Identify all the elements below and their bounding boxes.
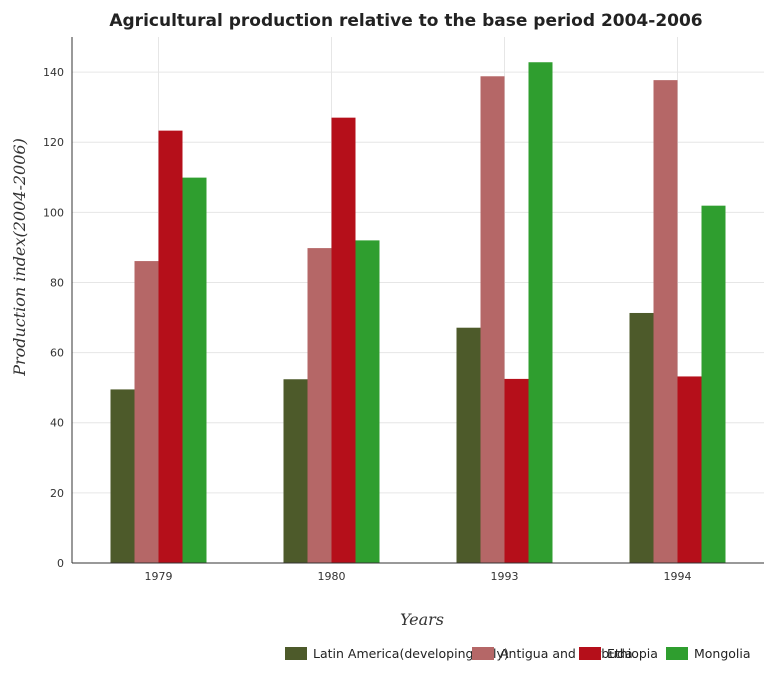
bar	[182, 177, 207, 563]
axes: 0 20 40 60 80 100 120 140 1979 1980 1993 1994	[43, 37, 764, 583]
bars	[110, 62, 726, 564]
x-tick-label: 1994	[664, 570, 692, 583]
bar	[653, 80, 678, 563]
y-tick-label: 100	[43, 206, 64, 219]
x-axis-label: Years	[400, 610, 444, 629]
bar	[480, 76, 505, 564]
bar	[677, 376, 702, 563]
legend-label: Latin America(developing only)	[313, 646, 509, 661]
legend-label: Mongolia	[694, 646, 751, 661]
x-tick-label: 1979	[145, 570, 173, 583]
y-tick-label: 140	[43, 66, 64, 79]
y-tick-label: 60	[50, 347, 64, 360]
bar	[331, 117, 356, 564]
y-tick-label: 120	[43, 136, 64, 149]
y-tick-label: 0	[57, 557, 64, 570]
legend-swatch	[579, 647, 601, 660]
bar	[307, 248, 332, 564]
x-tick-label: 1993	[491, 570, 519, 583]
y-tick-label: 80	[50, 276, 64, 289]
bar	[134, 261, 159, 563]
bar	[504, 378, 529, 563]
bar	[456, 327, 481, 563]
bar	[701, 205, 726, 564]
bar	[629, 312, 654, 563]
legend-swatch	[472, 647, 494, 660]
chart-title: Agricultural production relative to the …	[109, 11, 702, 31]
bar	[355, 240, 380, 564]
bar	[158, 130, 183, 564]
x-tick-label: 1980	[318, 570, 346, 583]
legend: Latin America(developing only)Antigua an…	[285, 646, 751, 661]
y-tick-label: 40	[50, 417, 64, 430]
y-tick-label: 20	[50, 487, 64, 500]
bar	[283, 379, 308, 563]
legend-swatch	[285, 647, 307, 660]
bar	[110, 389, 135, 563]
bar	[528, 62, 553, 564]
legend-swatch	[666, 647, 688, 660]
y-axis-label: Production index(2004-2006)	[10, 138, 29, 377]
legend-label: Ethiopia	[607, 646, 658, 661]
